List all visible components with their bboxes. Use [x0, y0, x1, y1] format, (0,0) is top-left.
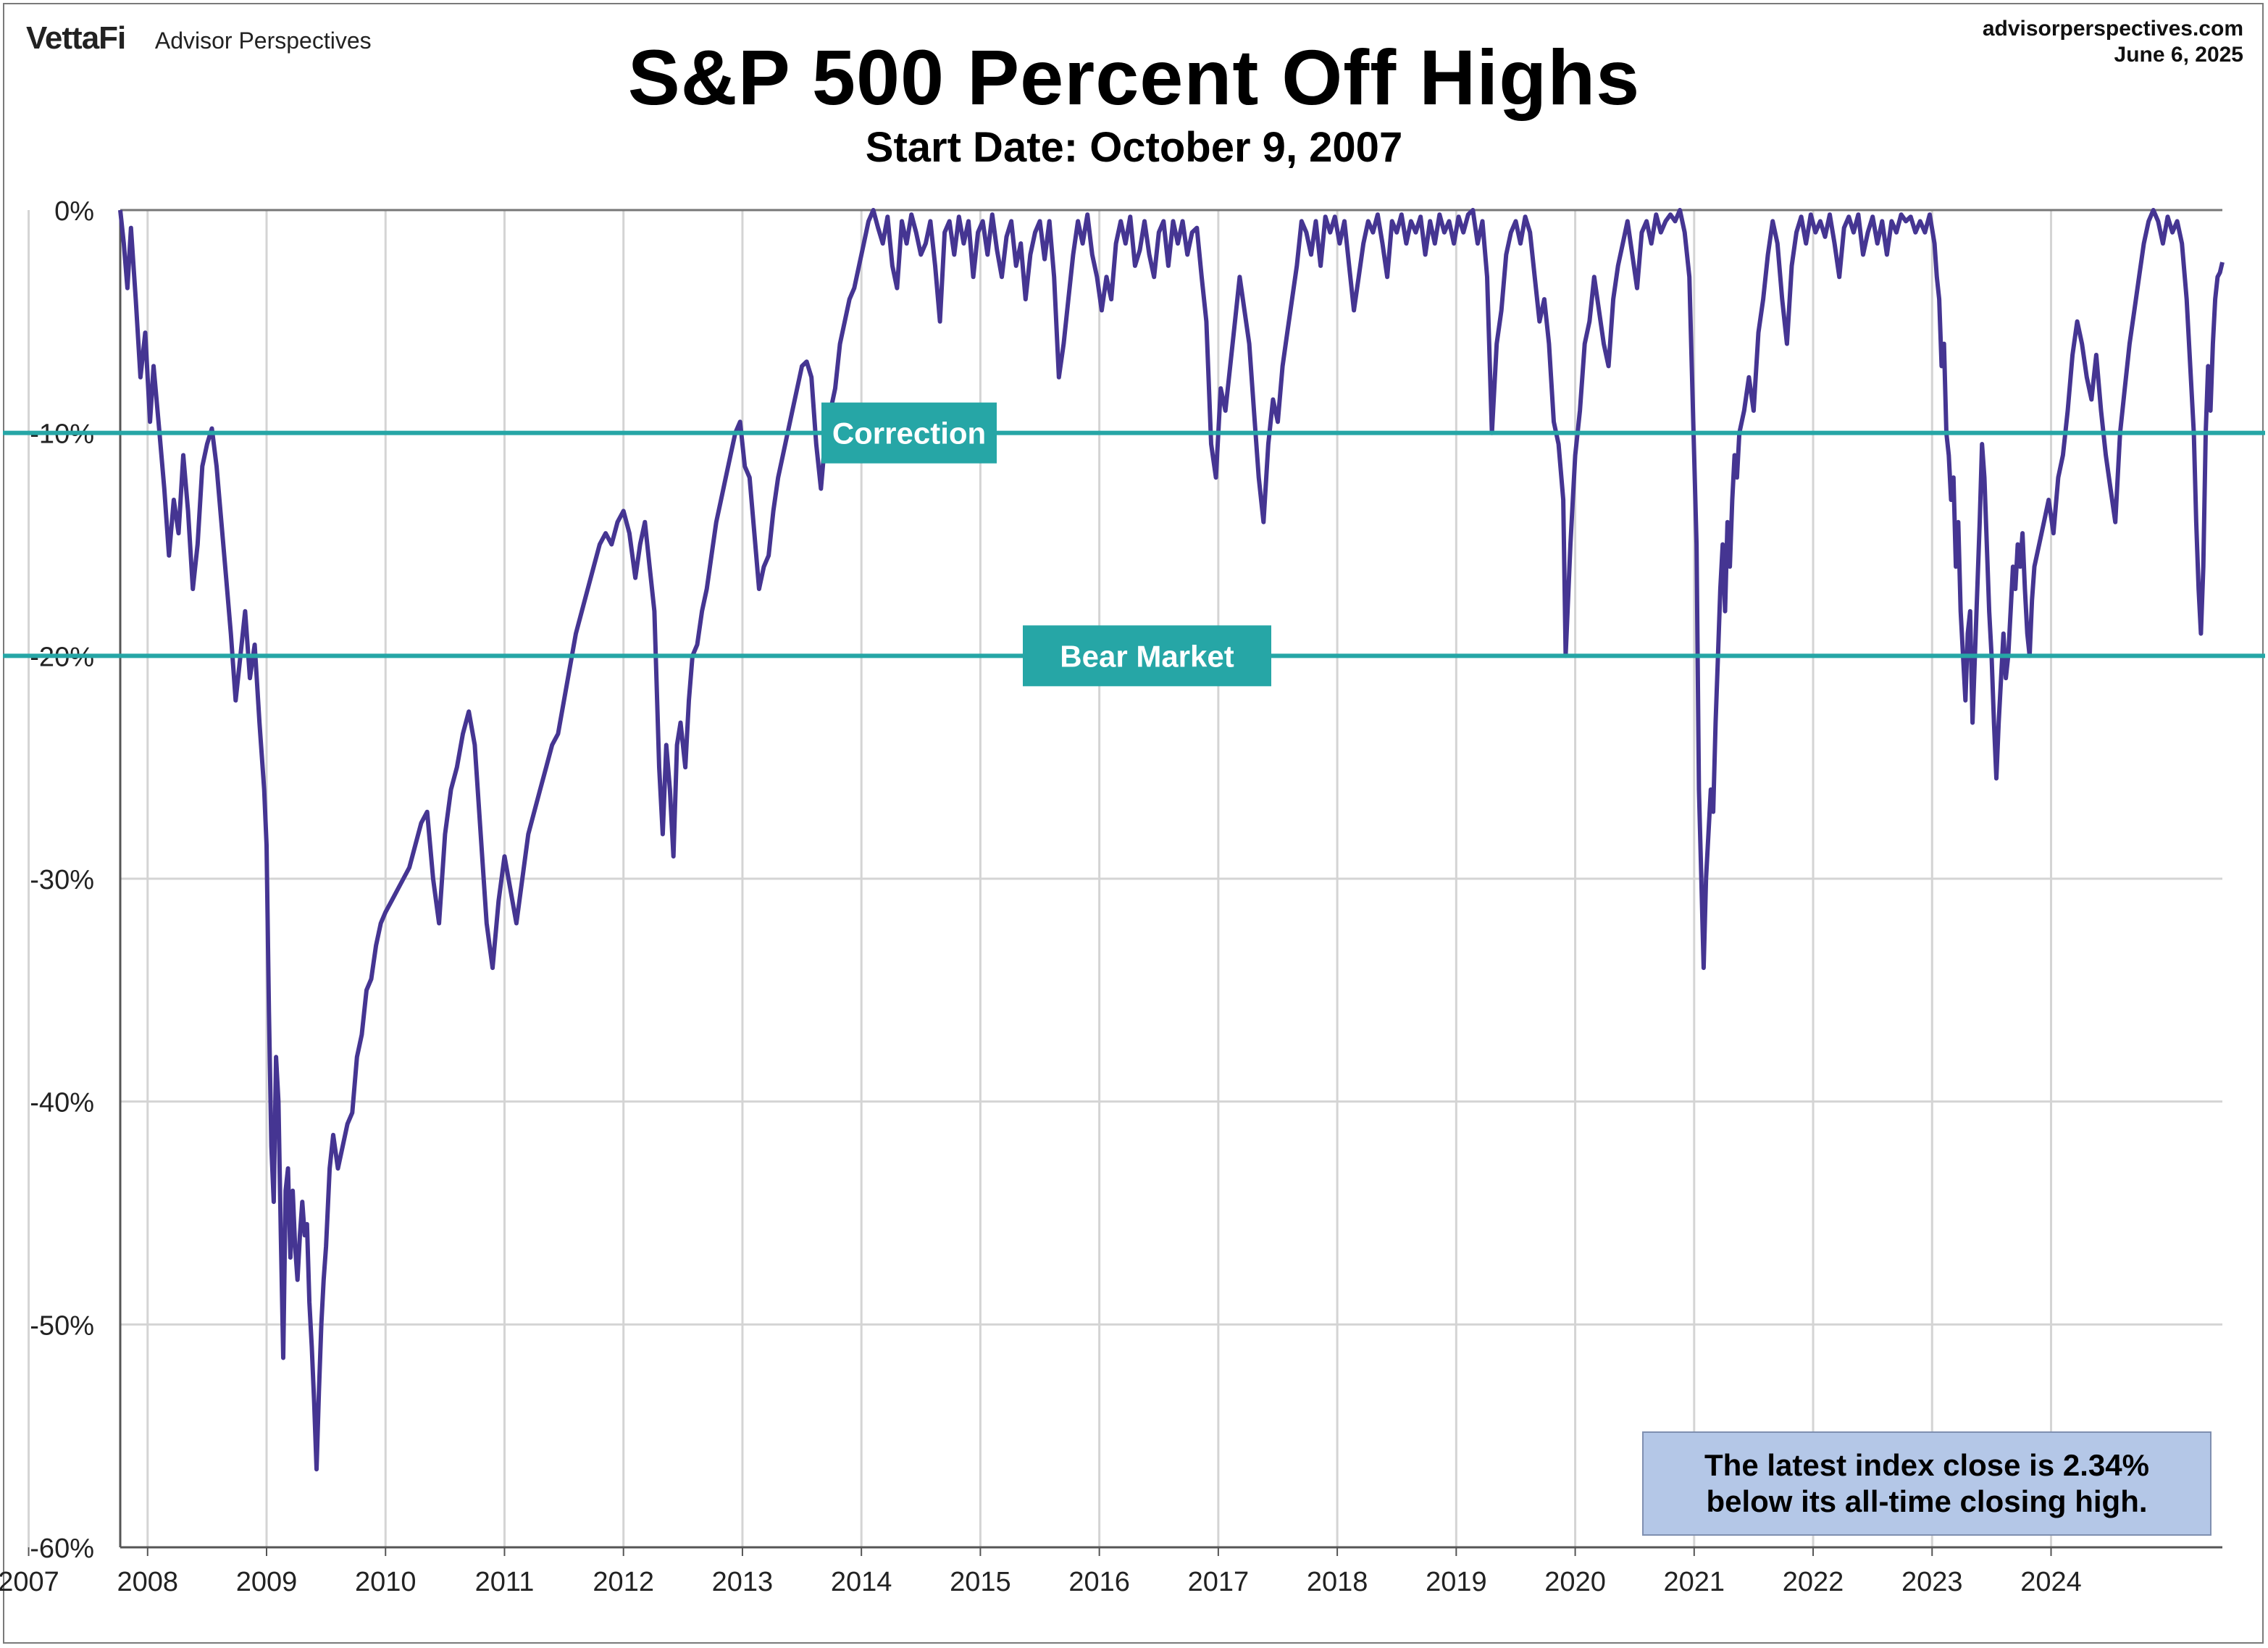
note-line-1: The latest index close is 2.34% — [1704, 1448, 2149, 1482]
brand-subname: Advisor Perspectives — [154, 28, 372, 54]
threshold-layer: Correction Bear Market — [3, 402, 2265, 687]
threshold-label: Correction — [832, 417, 986, 451]
x-tick-label: 2007 — [0, 1567, 59, 1597]
axes: 0%-10%-20%-30%-40%-50%-60%2007 2008 2009 20… — [0, 196, 2222, 1597]
y-tick-label: 0% — [54, 196, 94, 227]
source-date: June 6, 2025 — [2114, 43, 2243, 67]
threshold-label: Bear Market — [1060, 639, 1234, 673]
x-tick-label: 2018 — [1307, 1567, 1368, 1597]
chart-subtitle: Start Date: October 9, 2007 — [865, 124, 1403, 171]
x-tick-label: 2015 — [950, 1567, 1011, 1597]
x-tick-label: 2009 — [236, 1567, 298, 1597]
x-tick-label: 2010 — [355, 1567, 417, 1597]
grid-lines — [28, 210, 2222, 1547]
x-tick-label: 2017 — [1188, 1567, 1250, 1597]
series-line — [118, 208, 2225, 1472]
x-tick-label: 2014 — [831, 1567, 892, 1597]
x-tick-label: 2023 — [1901, 1567, 1963, 1597]
y-tick-label: -40% — [30, 1088, 94, 1118]
y-tick-label: -50% — [30, 1310, 94, 1341]
x-tick-label: 2021 — [1664, 1567, 1725, 1597]
x-tick-label: 2013 — [712, 1567, 774, 1597]
x-tick-label: 2022 — [1783, 1567, 1844, 1597]
y-tick-label: -30% — [30, 865, 94, 895]
x-tick-label: 2016 — [1068, 1567, 1130, 1597]
source-site: advisorperspectives.com — [1982, 17, 2243, 41]
chart-title: S&P 500 Percent Off Highs — [627, 33, 1641, 121]
x-tick-label: 2024 — [2020, 1567, 2082, 1597]
y-tick-label: -60% — [30, 1534, 94, 1564]
brand-logo: VettaFi Advisor Perspectives — [26, 20, 372, 57]
threshold-label-box — [1023, 625, 1271, 687]
series-layer — [118, 208, 2225, 1472]
x-tick-label: 2020 — [1544, 1567, 1606, 1597]
x-tick-label: 2008 — [117, 1567, 179, 1597]
chart-frame — [3, 3, 2264, 1644]
latest-close-note: The latest index close is 2.34% below it… — [1642, 1431, 2211, 1536]
source-info: advisorperspectives.com June 6, 2025 — [1983, 16, 2243, 68]
note-line-2: below its all-time closing high. — [1706, 1484, 2148, 1518]
x-tick-label: 2019 — [1426, 1567, 1487, 1597]
x-tick-label: 2012 — [593, 1567, 654, 1597]
threshold-label-box — [821, 402, 997, 464]
brand-name: VettaFi — [26, 20, 126, 56]
x-tick-label: 2011 — [475, 1567, 535, 1597]
